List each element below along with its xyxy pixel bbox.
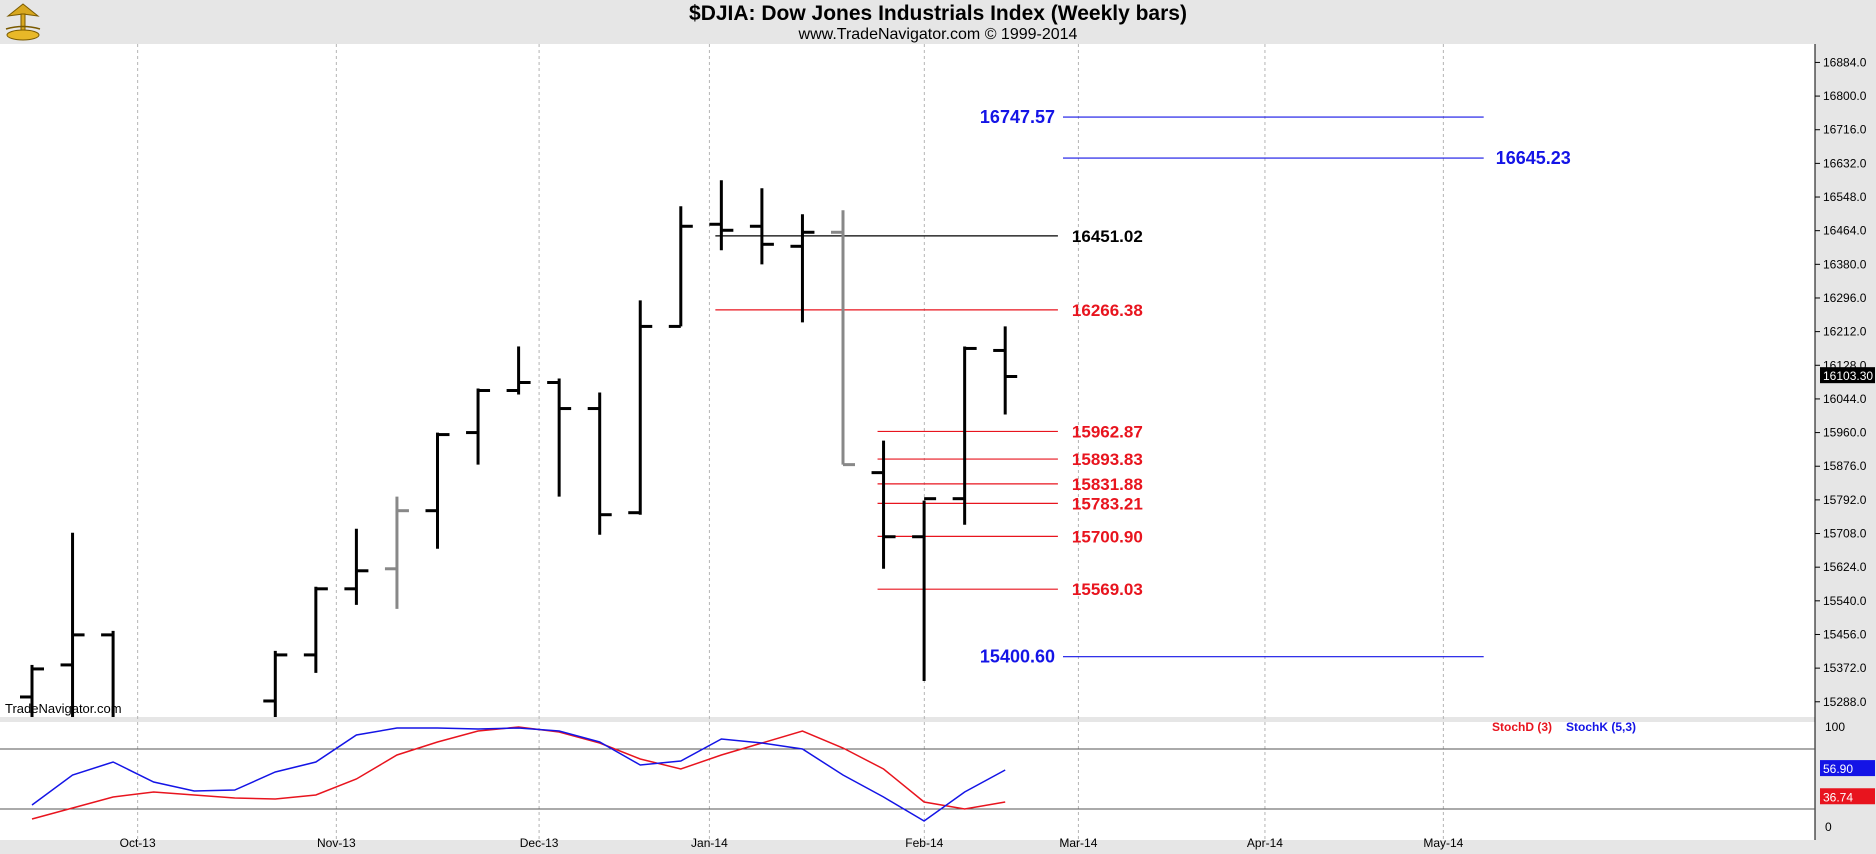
level-label: 15783.21 [1072, 494, 1143, 513]
stoch-d-value-badge: 36.74 [1823, 790, 1853, 804]
price-tick-label: 15288.0 [1823, 695, 1867, 709]
level-label: 15893.83 [1072, 450, 1143, 469]
price-tick-label: 15960.0 [1823, 426, 1867, 440]
last-price-badge: 16103.30 [1823, 369, 1873, 383]
price-tick-label: 16464.0 [1823, 224, 1867, 238]
level-label: 15962.87 [1072, 422, 1143, 441]
chart-title: $DJIA: Dow Jones Industrials Index (Week… [689, 2, 1187, 25]
stoch-tick-label: 100 [1825, 720, 1845, 734]
month-tick-label: Nov-13 [317, 836, 356, 850]
price-tick-label: 16548.0 [1823, 190, 1867, 204]
price-tick-label: 15792.0 [1823, 493, 1867, 507]
level-label: 16451.02 [1072, 227, 1143, 246]
level-label: 15569.03 [1072, 580, 1143, 599]
stoch-d-value-badge-bg [1820, 788, 1875, 805]
price-tick-label: 16296.0 [1823, 291, 1867, 305]
level-label: 15400.60 [980, 647, 1055, 667]
trade-navigator-logo-icon [5, 3, 41, 41]
level-label: 15831.88 [1072, 475, 1143, 494]
chart-subtitle: www.TradeNavigator.com © 1999-2014 [798, 26, 1078, 43]
last-price-badge-bg [1820, 367, 1875, 384]
month-tick-label: Mar-14 [1059, 836, 1097, 850]
price-tick-label: 16800.0 [1823, 89, 1867, 103]
price-tick-label: 15372.0 [1823, 661, 1867, 675]
stoch-tick-label: 0 [1825, 820, 1832, 834]
stoch-k-value-badge: 56.90 [1823, 762, 1853, 776]
month-tick-label: May-14 [1423, 836, 1463, 850]
stoch-k-value-badge-bg [1820, 760, 1875, 777]
price-tick-label: 16044.0 [1823, 392, 1867, 406]
month-tick-label: Feb-14 [905, 836, 943, 850]
month-tick-label: Oct-13 [120, 836, 156, 850]
price-panel [0, 44, 1815, 717]
stoch-k-legend: StochK (5,3) [1566, 720, 1636, 734]
stoch-panel [0, 722, 1815, 840]
price-tick-label: 15624.0 [1823, 560, 1867, 574]
stoch-k-line [31, 727, 1006, 822]
price-tick-label: 15540.0 [1823, 594, 1867, 608]
price-tick-label: 16716.0 [1823, 123, 1867, 137]
level-label: 16645.23 [1496, 148, 1571, 168]
stoch-d-legend: StochD (3) [1492, 720, 1552, 734]
price-tick-label: 15456.0 [1823, 627, 1867, 641]
level-label: 16747.57 [980, 107, 1055, 127]
price-tick-label: 15708.0 [1823, 527, 1867, 541]
price-tick-label: 16212.0 [1823, 325, 1867, 339]
watermark-text: TradeNavigator.com [5, 701, 122, 716]
level-label: 15700.90 [1072, 527, 1143, 546]
price-tick-label: 15876.0 [1823, 459, 1867, 473]
month-tick-label: Jan-14 [691, 836, 728, 850]
month-tick-label: Dec-13 [520, 836, 559, 850]
price-tick-label: 16632.0 [1823, 156, 1867, 170]
month-tick-label: Apr-14 [1247, 836, 1283, 850]
price-tick-label: 16380.0 [1823, 257, 1867, 271]
price-tick-label: 16884.0 [1823, 55, 1867, 69]
level-label: 16266.38 [1072, 301, 1143, 320]
